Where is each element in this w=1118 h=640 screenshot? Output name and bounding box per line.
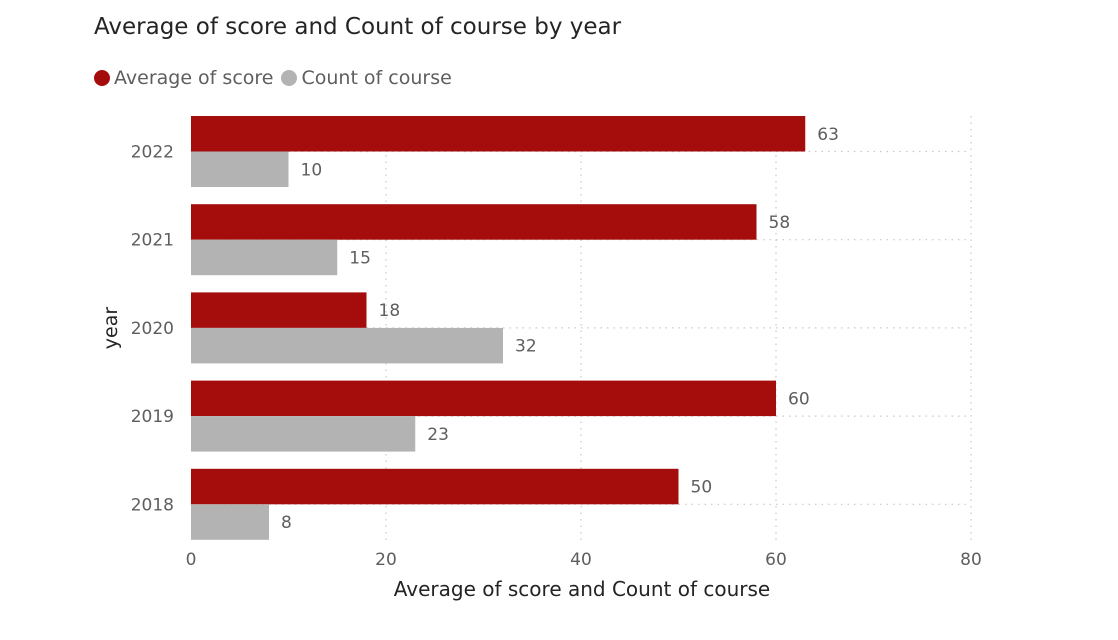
bar-score-2019[interactable]: [191, 380, 776, 417]
bar-score-2020[interactable]: [191, 292, 367, 328]
data-label: 50: [691, 478, 713, 498]
data-labels: 63 10 58 15 18 32 60 23 50 8: [281, 125, 839, 533]
bar-course-2022[interactable]: [191, 151, 289, 188]
y-axis-title: year: [100, 307, 122, 350]
legend-item-score[interactable]: Average of score: [94, 67, 273, 89]
bar-course-2020[interactable]: [191, 327, 503, 364]
chart-title: Average of score and Count of course by …: [94, 14, 622, 40]
bars: [191, 116, 806, 540]
y-tick-label: 2018: [131, 495, 174, 515]
x-axis-title: Average of score and Count of course: [394, 577, 770, 601]
legend-label-score: Average of score: [114, 67, 274, 89]
data-label: 60: [788, 389, 810, 409]
bar-score-2021[interactable]: [191, 204, 757, 240]
bar-course-2018[interactable]: [191, 504, 269, 540]
x-tick-label: 80: [960, 550, 982, 570]
bar-score-2022[interactable]: [191, 116, 806, 152]
y-tick-label: 2019: [131, 407, 174, 427]
axes: 0 20 40 60 80 2022 2021 2020 2019 2018: [131, 143, 982, 571]
bar-course-2019[interactable]: [191, 416, 416, 452]
data-label: 23: [427, 425, 449, 445]
data-label: 18: [379, 301, 401, 321]
x-tick-label: 60: [765, 550, 787, 570]
x-tick-label: 40: [570, 550, 592, 570]
data-label: 15: [349, 248, 371, 268]
data-label: 8: [281, 513, 292, 533]
legend: Average of score Count of course: [94, 67, 460, 89]
x-tick-label: 0: [186, 550, 197, 570]
bar-course-2021[interactable]: [191, 239, 338, 276]
data-label: 63: [817, 125, 839, 145]
data-label: 58: [769, 213, 791, 233]
legend-label-course: Count of course: [301, 67, 452, 89]
y-tick-label: 2022: [131, 143, 174, 163]
data-label: 10: [301, 160, 323, 180]
bar-score-2018[interactable]: [191, 468, 679, 505]
data-label: 32: [515, 337, 537, 357]
y-tick-label: 2020: [131, 319, 174, 339]
legend-dot-course-icon: [281, 70, 298, 86]
legend-dot-score-icon: [94, 70, 110, 86]
x-tick-label: 20: [375, 550, 397, 570]
legend-item-course[interactable]: Count of course: [281, 67, 452, 89]
y-tick-label: 2021: [131, 231, 174, 251]
